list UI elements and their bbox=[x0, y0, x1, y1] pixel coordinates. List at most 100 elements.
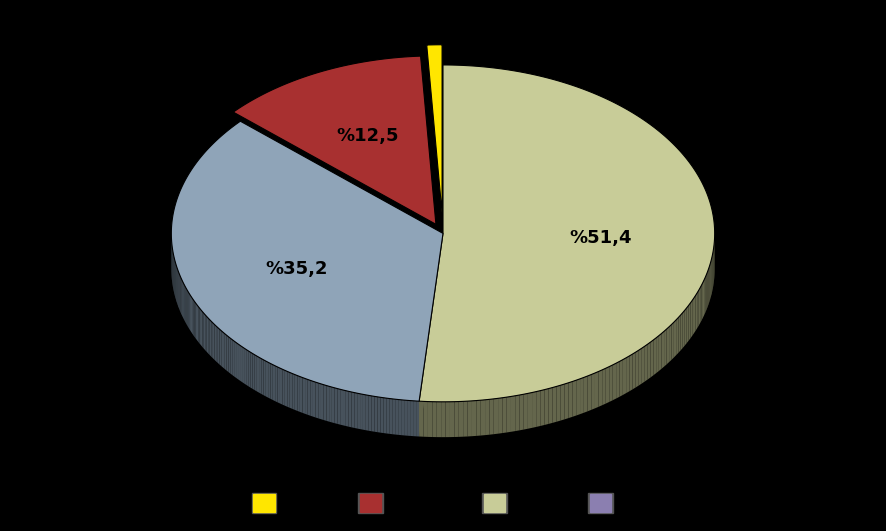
Polygon shape bbox=[185, 286, 186, 323]
Polygon shape bbox=[548, 388, 553, 424]
Polygon shape bbox=[305, 379, 307, 415]
Polygon shape bbox=[485, 399, 489, 435]
Polygon shape bbox=[616, 362, 619, 398]
Polygon shape bbox=[494, 398, 498, 434]
Polygon shape bbox=[650, 340, 653, 378]
Polygon shape bbox=[455, 401, 459, 437]
Text: %51,4: %51,4 bbox=[569, 229, 632, 247]
Polygon shape bbox=[171, 121, 443, 401]
Polygon shape bbox=[606, 366, 610, 404]
Polygon shape bbox=[591, 373, 595, 410]
Polygon shape bbox=[276, 366, 277, 402]
Polygon shape bbox=[318, 383, 321, 419]
Polygon shape bbox=[261, 358, 263, 395]
Polygon shape bbox=[299, 376, 302, 413]
Polygon shape bbox=[481, 400, 485, 435]
Polygon shape bbox=[524, 393, 528, 430]
Polygon shape bbox=[564, 383, 569, 419]
Polygon shape bbox=[268, 362, 270, 399]
Polygon shape bbox=[659, 333, 662, 371]
Polygon shape bbox=[366, 395, 369, 431]
Polygon shape bbox=[295, 374, 298, 411]
Polygon shape bbox=[380, 397, 384, 433]
Polygon shape bbox=[246, 349, 248, 386]
Polygon shape bbox=[310, 380, 313, 417]
Polygon shape bbox=[688, 303, 690, 341]
Polygon shape bbox=[222, 331, 223, 367]
Polygon shape bbox=[389, 398, 392, 434]
Polygon shape bbox=[208, 318, 210, 355]
Polygon shape bbox=[702, 282, 703, 320]
Polygon shape bbox=[556, 385, 561, 422]
Polygon shape bbox=[463, 401, 468, 436]
Polygon shape bbox=[489, 399, 494, 435]
Polygon shape bbox=[193, 299, 195, 337]
Polygon shape bbox=[672, 322, 674, 360]
Polygon shape bbox=[251, 352, 253, 389]
Polygon shape bbox=[375, 397, 377, 432]
Polygon shape bbox=[213, 323, 214, 360]
Polygon shape bbox=[202, 312, 204, 348]
Polygon shape bbox=[553, 387, 556, 423]
Polygon shape bbox=[257, 356, 259, 393]
Polygon shape bbox=[602, 369, 606, 405]
Polygon shape bbox=[674, 320, 676, 357]
Polygon shape bbox=[419, 234, 443, 436]
Polygon shape bbox=[404, 400, 408, 435]
Polygon shape bbox=[498, 398, 502, 434]
Polygon shape bbox=[259, 357, 261, 394]
Polygon shape bbox=[459, 401, 463, 437]
Polygon shape bbox=[639, 348, 641, 386]
Polygon shape bbox=[635, 350, 639, 388]
Polygon shape bbox=[332, 387, 335, 423]
Polygon shape bbox=[580, 378, 584, 414]
Polygon shape bbox=[413, 401, 416, 436]
Polygon shape bbox=[253, 354, 254, 390]
Polygon shape bbox=[679, 315, 680, 353]
Polygon shape bbox=[302, 378, 305, 414]
Polygon shape bbox=[446, 402, 450, 437]
Polygon shape bbox=[357, 393, 360, 429]
Polygon shape bbox=[201, 310, 202, 347]
Polygon shape bbox=[197, 305, 198, 342]
Polygon shape bbox=[323, 385, 326, 421]
Polygon shape bbox=[315, 382, 318, 418]
Polygon shape bbox=[363, 395, 366, 430]
Polygon shape bbox=[283, 369, 284, 406]
Polygon shape bbox=[335, 388, 338, 424]
Polygon shape bbox=[273, 365, 276, 401]
Polygon shape bbox=[349, 391, 352, 427]
Polygon shape bbox=[254, 355, 257, 391]
Polygon shape bbox=[192, 298, 193, 335]
Polygon shape bbox=[428, 401, 432, 437]
Polygon shape bbox=[706, 272, 708, 310]
Polygon shape bbox=[683, 310, 685, 348]
Polygon shape bbox=[705, 275, 706, 313]
Polygon shape bbox=[266, 361, 268, 398]
Polygon shape bbox=[238, 344, 240, 381]
Polygon shape bbox=[199, 308, 201, 345]
Polygon shape bbox=[427, 45, 442, 213]
Polygon shape bbox=[227, 335, 229, 372]
Polygon shape bbox=[270, 364, 273, 400]
Polygon shape bbox=[321, 384, 323, 420]
Polygon shape bbox=[248, 351, 251, 388]
Polygon shape bbox=[183, 284, 185, 321]
Polygon shape bbox=[198, 306, 199, 344]
Polygon shape bbox=[424, 401, 428, 437]
Polygon shape bbox=[540, 390, 544, 426]
Polygon shape bbox=[233, 56, 436, 224]
Polygon shape bbox=[277, 367, 280, 404]
Polygon shape bbox=[408, 400, 410, 436]
Text: %12,5: %12,5 bbox=[337, 127, 399, 145]
Polygon shape bbox=[694, 295, 696, 333]
Polygon shape bbox=[699, 288, 700, 326]
Polygon shape bbox=[313, 381, 315, 417]
Polygon shape bbox=[287, 371, 290, 408]
Polygon shape bbox=[191, 296, 192, 333]
Polygon shape bbox=[595, 372, 599, 408]
Polygon shape bbox=[697, 290, 699, 328]
Polygon shape bbox=[195, 302, 196, 338]
Polygon shape bbox=[369, 396, 371, 431]
Polygon shape bbox=[662, 331, 664, 369]
